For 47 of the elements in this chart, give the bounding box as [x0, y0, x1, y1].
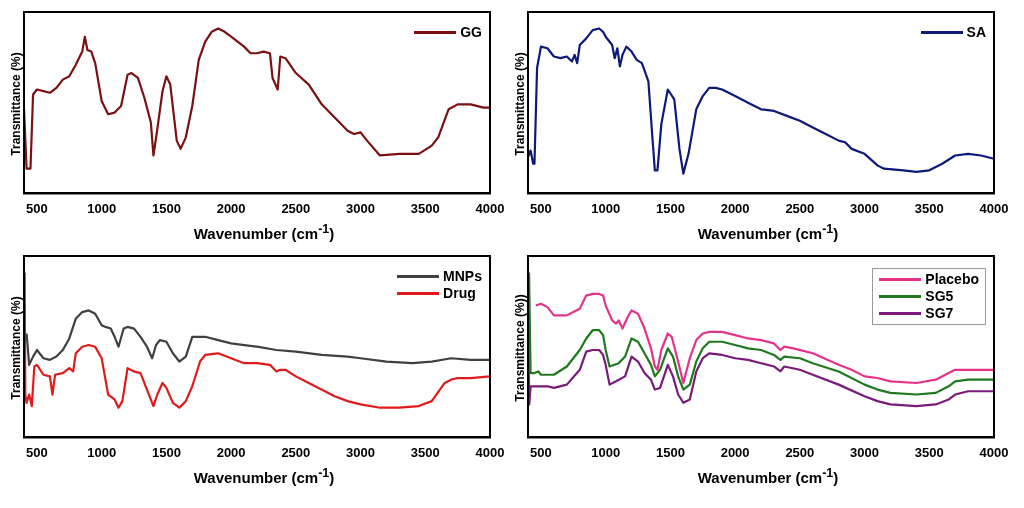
x-tick-label: 3000	[850, 200, 880, 216]
legend-label: SA	[966, 24, 986, 41]
y-axis-title: Transmittance (%))	[513, 294, 528, 402]
x-tick-label: 2000	[216, 444, 246, 460]
x-tick-label: 4000	[979, 200, 1009, 216]
x-tick-label: 3000	[346, 444, 376, 460]
legend-label: SG7	[925, 305, 954, 322]
x-tick-label: 1500	[655, 444, 685, 460]
x-tick-label: 4000	[475, 200, 505, 216]
x-tick-label: 2500	[281, 444, 311, 460]
x-tick-label: 3500	[410, 444, 440, 460]
x-axis-title: Wavenumber (cm$^{-1}$)	[696, 222, 840, 242]
legend-label: SG5	[925, 288, 954, 305]
x-tick-label: 500	[530, 444, 552, 460]
x-tick-label: 1500	[655, 200, 685, 216]
x-tick-label: 3000	[850, 444, 880, 460]
x-tick-label: 1500	[151, 444, 181, 460]
x-tick-label: 500	[26, 200, 48, 216]
x-tick-label: 3000	[346, 200, 376, 216]
x-axis-title: Wavenumber (cm$^{-1}$)	[696, 466, 840, 486]
legend-label: Placebo	[925, 271, 979, 288]
legend-label: MNPs	[443, 268, 482, 285]
x-axis-title: Wavenumber (cm$^{-1}$)	[192, 222, 336, 242]
x-tick-label: 2500	[281, 200, 311, 216]
x-tick-label: 3500	[914, 444, 944, 460]
y-axis-title: Transmittance (%)	[9, 296, 24, 400]
x-tick-label: 2500	[785, 200, 815, 216]
x-tick-label: 500	[530, 200, 552, 216]
x-tick-label: 2000	[720, 444, 750, 460]
x-tick-label: 1000	[87, 200, 117, 216]
x-tick-label: 3500	[410, 200, 440, 216]
x-tick-label: 1500	[151, 200, 181, 216]
x-tick-label: 4000	[979, 444, 1009, 460]
x-tick-label: 2000	[720, 200, 750, 216]
x-tick-label: 1000	[591, 444, 621, 460]
x-tick-label: 2500	[785, 444, 815, 460]
x-tick-label: 3500	[914, 200, 944, 216]
x-tick-label: 2000	[216, 200, 246, 216]
x-tick-label: 500	[26, 444, 48, 460]
x-tick-label: 1000	[87, 444, 117, 460]
y-axis-title: Transmittance (%)	[513, 52, 528, 156]
x-tick-label: 1000	[591, 200, 621, 216]
x-axis-title: Wavenumber (cm$^{-1}$)	[192, 466, 336, 486]
x-tick-label: 4000	[475, 444, 505, 460]
legend-label: Drug	[443, 285, 476, 302]
y-axis-title: Transmittance (%)	[9, 52, 24, 156]
legend-label: GG	[460, 24, 482, 41]
